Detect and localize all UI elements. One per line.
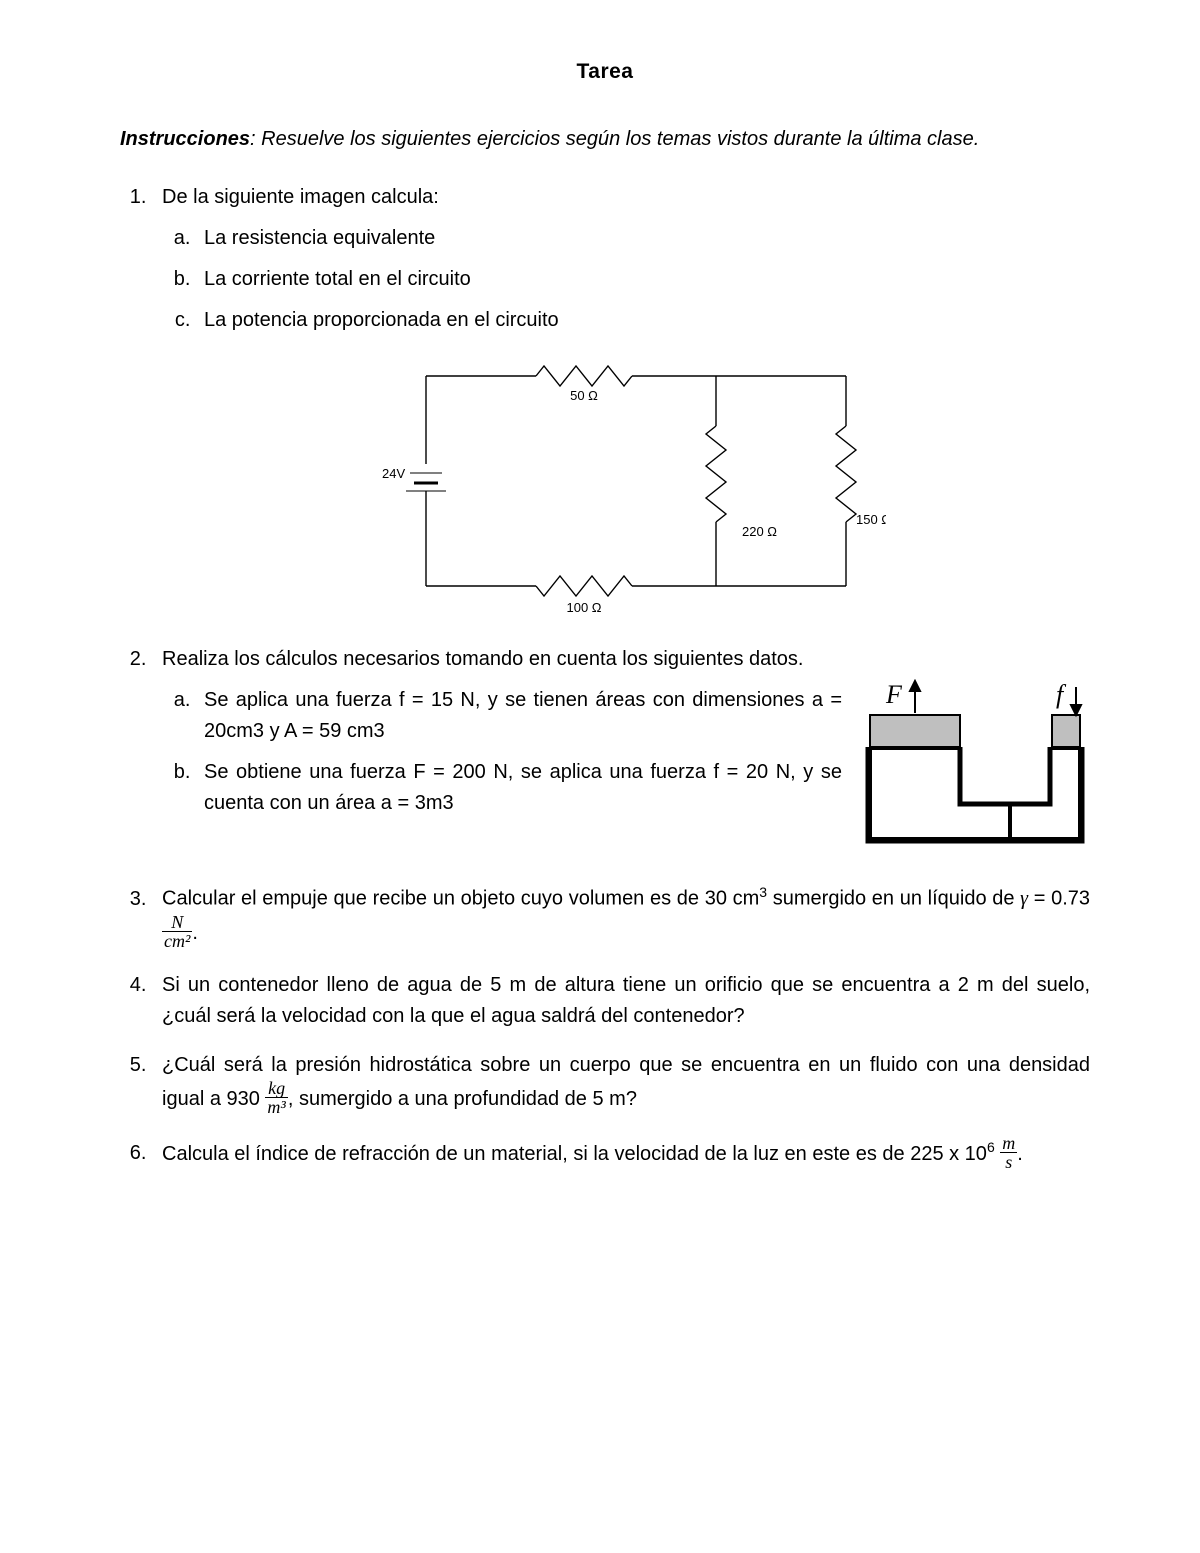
exercise-2: Realiza los cálculos necesarios tomando … [152, 644, 1090, 864]
q2-stem: Realiza los cálculos necesarios tomando … [162, 648, 803, 670]
instructions-label: Instrucciones [120, 128, 250, 150]
q6-frac: ms [1000, 1134, 1017, 1171]
q3-frac-num: N [162, 913, 192, 932]
q3-pre: Calcular el empuje que recibe un objeto … [162, 888, 759, 910]
q6-pre: Calcula el índice de refracción de un ma… [162, 1142, 987, 1164]
instructions: Instrucciones: Resuelve los siguientes e… [120, 124, 1090, 154]
q3-mid: sumergido en un líquido de [767, 888, 1020, 910]
q2-sublist: Se aplica una fuerza f = 15 N, y se tien… [162, 685, 842, 819]
q6-post: . [1017, 1142, 1023, 1164]
circuit-diagram-wrap: 50 Ω 100 Ω 220 Ω 150 Ω 24V [162, 346, 1090, 626]
exercise-5: ¿Cuál será la presión hidrostática sobre… [152, 1050, 1090, 1118]
q5-frac-den: m³ [265, 1098, 287, 1116]
q3-frac-den: cm² [162, 932, 192, 950]
circuit-diagram: 50 Ω 100 Ω 220 Ω 150 Ω 24V [366, 346, 886, 626]
q6-exp: 6 [987, 1139, 995, 1155]
exercise-3: Calcular el empuje que recibe un objeto … [152, 882, 1090, 952]
hydraulic-diagram-wrap: F f [860, 675, 1090, 864]
hydraulic-diagram: F f [860, 679, 1090, 854]
f-label: f [1056, 680, 1067, 709]
exercise-list: De la siguiente imagen calcula: La resis… [120, 182, 1090, 1173]
q3-frac: Ncm² [162, 913, 192, 950]
exercise-1: De la siguiente imagen calcula: La resis… [152, 182, 1090, 626]
page: Tarea Instrucciones: Resuelve los siguie… [0, 0, 1200, 1553]
exercise-4: Si un contenedor lleno de agua de 5 m de… [152, 970, 1090, 1032]
page-title: Tarea [120, 60, 1090, 84]
instructions-text: : Resuelve los siguientes ejercicios seg… [250, 128, 979, 150]
q2-text: Se aplica una fuerza f = 15 N, y se tien… [162, 675, 842, 829]
r-mid-label: 220 Ω [742, 524, 777, 539]
exercise-6: Calcula el índice de refracción de un ma… [152, 1136, 1090, 1173]
q2-row: Se aplica una fuerza f = 15 N, y se tien… [162, 675, 1090, 864]
F-label: F [885, 680, 903, 709]
q3-eq: = 0.73 [1028, 888, 1090, 910]
q1-b: La corriente total en el circuito [196, 264, 1090, 295]
r-top-label: 50 Ω [570, 388, 598, 403]
q6-frac-den: s [1000, 1153, 1017, 1171]
q3-gamma: γ [1020, 888, 1028, 910]
q5-post: , sumergido a una profundidad de 5 m? [288, 1087, 637, 1109]
q2-a: Se aplica una fuerza f = 15 N, y se tien… [196, 685, 842, 747]
voltage-label: 24V [382, 466, 405, 481]
q1-c: La potencia proporcionada en el circuito [196, 305, 1090, 336]
q6-frac-num: m [1000, 1134, 1017, 1153]
q5-frac: kgm³ [265, 1079, 287, 1116]
q2-b: Se obtiene una fuerza F = 200 N, se apli… [196, 757, 842, 819]
q1-a: La resistencia equivalente [196, 223, 1090, 254]
q1-sublist: La resistencia equivalente La corriente … [162, 223, 1090, 336]
r-right-label: 150 Ω [856, 512, 886, 527]
q5-frac-num: kg [265, 1079, 287, 1098]
q1-stem: De la siguiente imagen calcula: [162, 186, 439, 208]
r-bottom-label: 100 Ω [566, 600, 601, 615]
